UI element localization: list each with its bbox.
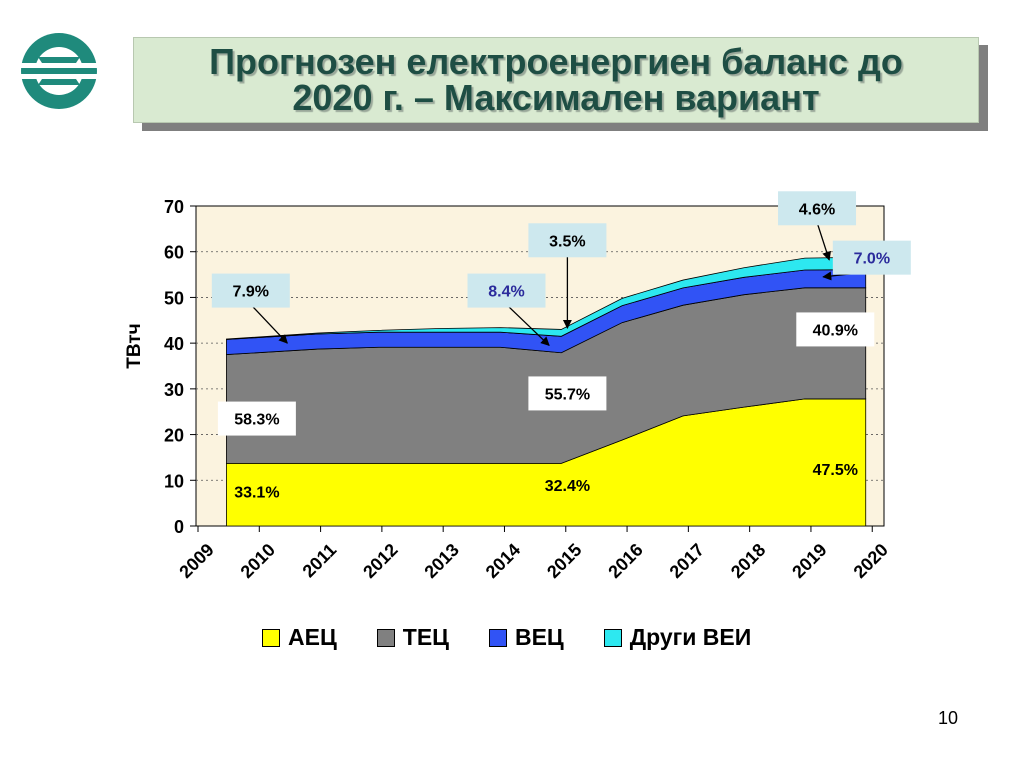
annotation-box [778,191,857,226]
annotation-4-6pct: 4.6% [778,191,857,261]
annotation-40-9pct: 40.9% [796,312,875,347]
x-tick-label-2019: 2019 [788,540,830,582]
annotation-58-3pct: 58.3% [217,401,296,436]
annotation-box [796,312,875,347]
y-tick-label-50: 50 [164,288,184,308]
chart-legend: АЕЦ ТЕЦ ВЕЦ Други ВЕИ [262,624,791,651]
y-tick-label-0: 0 [174,517,184,537]
annotation-8-4pct: 8.4% [467,273,550,347]
x-tick-label-2017: 2017 [666,540,708,582]
annotation-box [211,273,290,308]
annotation-label: 7.0% [854,251,890,268]
annotation-label: 4.6% [799,201,835,218]
annotation-3-5pct: 3.5% [528,223,607,329]
legend-label-vec: ВЕЦ [514,624,564,650]
annotation-55-7pct: 55.7% [528,376,607,411]
annotation-label: 3.5% [549,233,585,250]
title-line-1: Прогнозен електроенергиен баланс до [209,41,903,82]
legend-item-other-res: Други ВЕИ [603,624,752,651]
annotation-label: 47.5% [813,462,858,479]
page-number: 10 [938,708,959,728]
y-tick-label-10: 10 [164,471,184,491]
company-logo-icon [18,30,100,112]
annotation-label: 40.9% [813,322,858,339]
x-tick-label-2014: 2014 [482,540,524,582]
annotation-arrow [816,222,832,261]
annotation-arrow [506,304,550,347]
x-tick-label-2013: 2013 [420,540,462,582]
annotation-box [217,401,296,436]
title-box: Прогнозен електроенергиен баланс до 2020… [133,37,979,123]
legend-swatch-other-res [603,628,622,647]
annotation-label: 32.4% [545,478,590,495]
legend-label-aec: АЕЦ [288,624,337,650]
annotation-47-5pct: 47.5% [813,462,858,479]
x-tick-label-2011: 2011 [299,540,341,582]
y-tick-label-30: 30 [164,380,184,400]
annotation-box [467,273,546,308]
x-tick-label-2018: 2018 [727,540,769,582]
legend-item-vec: ВЕЦ [488,624,564,651]
annotation-33-1pct: 33.1% [234,485,279,502]
slide-title: Прогнозен електроенергиен баланс до 2020… [209,44,903,116]
x-tick-label-2015: 2015 [543,540,585,582]
stacked-area-chart: 0 10 20 30 40 50 60 70 2009 2010 2011 2012 2013 2014 2… [124,191,911,582]
x-tick-label-2009: 2009 [175,540,217,582]
x-tick-label-2020: 2020 [850,540,892,582]
annotation-7-9pct: 7.9% [211,273,290,344]
legend-label-other-res: Други ВЕИ [629,624,752,650]
y-axis-label: ТВтч [124,323,145,368]
annotation-label: 58.3% [234,412,279,429]
y-tick-label-40: 40 [164,334,184,354]
annotation-box [528,223,607,258]
legend-item-aec: АЕЦ [262,624,337,651]
legend-item-tec: ТЕЦ [376,624,449,651]
annotation-7-0pct: 7.0% [822,240,911,281]
x-tick-label-2012: 2012 [359,540,401,582]
title-line-2: 2020 г. – Максимален вариант [292,77,820,118]
legend-swatch-vec [488,628,507,647]
annotation-arrow [250,304,288,344]
annotation-label: 33.1% [234,485,279,502]
annotation-box [528,376,607,411]
legend-swatch-tec [376,628,395,647]
annotation-label: 7.9% [233,284,269,301]
x-tick-label-2010: 2010 [237,540,279,582]
legend-label-tec: ТЕЦ [402,624,449,650]
annotation-label: 8.4% [488,284,524,301]
annotation-box [832,240,911,275]
y-tick-label-70: 70 [164,197,184,217]
annotation-32-4pct: 32.4% [545,478,590,495]
legend-swatch-aec [262,628,280,647]
y-tick-label-20: 20 [164,426,184,446]
x-tick-label-2016: 2016 [604,540,646,582]
annotation-label: 55.7% [545,386,590,403]
y-tick-label-60: 60 [164,243,184,263]
